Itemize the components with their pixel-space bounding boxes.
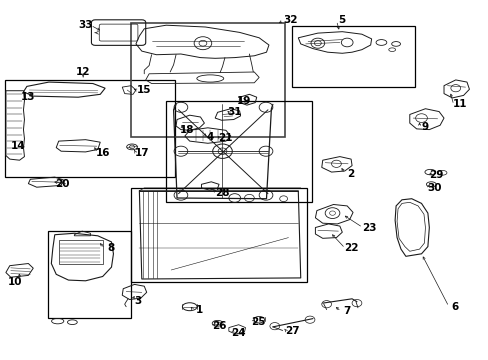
Bar [166,101,311,202]
Bar [292,26,414,87]
Text: 31: 31 [227,107,242,117]
Text: 8: 8 [108,243,115,253]
Text: 3: 3 [134,296,141,306]
Text: 21: 21 [217,132,232,143]
Text: 23: 23 [361,222,376,233]
Text: 28: 28 [215,188,229,198]
Text: 6: 6 [450,302,457,312]
Bar [131,23,284,137]
Text: 14: 14 [11,141,26,151]
Text: 26: 26 [211,321,226,331]
Text: 33: 33 [78,20,93,30]
Text: 22: 22 [343,243,358,253]
Text: 29: 29 [428,170,443,180]
Text: 20: 20 [55,179,70,189]
Bar [131,188,306,282]
Text: 13: 13 [21,92,36,102]
Text: 5: 5 [338,15,345,25]
Text: 30: 30 [426,183,441,193]
Text: 11: 11 [451,99,466,109]
Text: 2: 2 [347,168,354,179]
Text: 16: 16 [95,148,110,158]
Text: 4: 4 [206,132,214,142]
Bar [48,231,131,318]
Text: 10: 10 [7,276,22,287]
Text: 1: 1 [196,305,203,315]
Text: 25: 25 [250,317,265,327]
Text: 27: 27 [285,326,299,336]
Text: 24: 24 [231,328,245,338]
Text: 12: 12 [76,67,90,77]
Text: 32: 32 [283,15,298,25]
Bar [59,240,102,264]
Text: 17: 17 [134,148,149,158]
Text: 7: 7 [343,306,350,316]
Text: 18: 18 [179,125,194,135]
Text: 15: 15 [137,85,151,95]
Text: 19: 19 [237,96,251,106]
Text: 9: 9 [421,122,428,132]
Bar [5,80,175,177]
